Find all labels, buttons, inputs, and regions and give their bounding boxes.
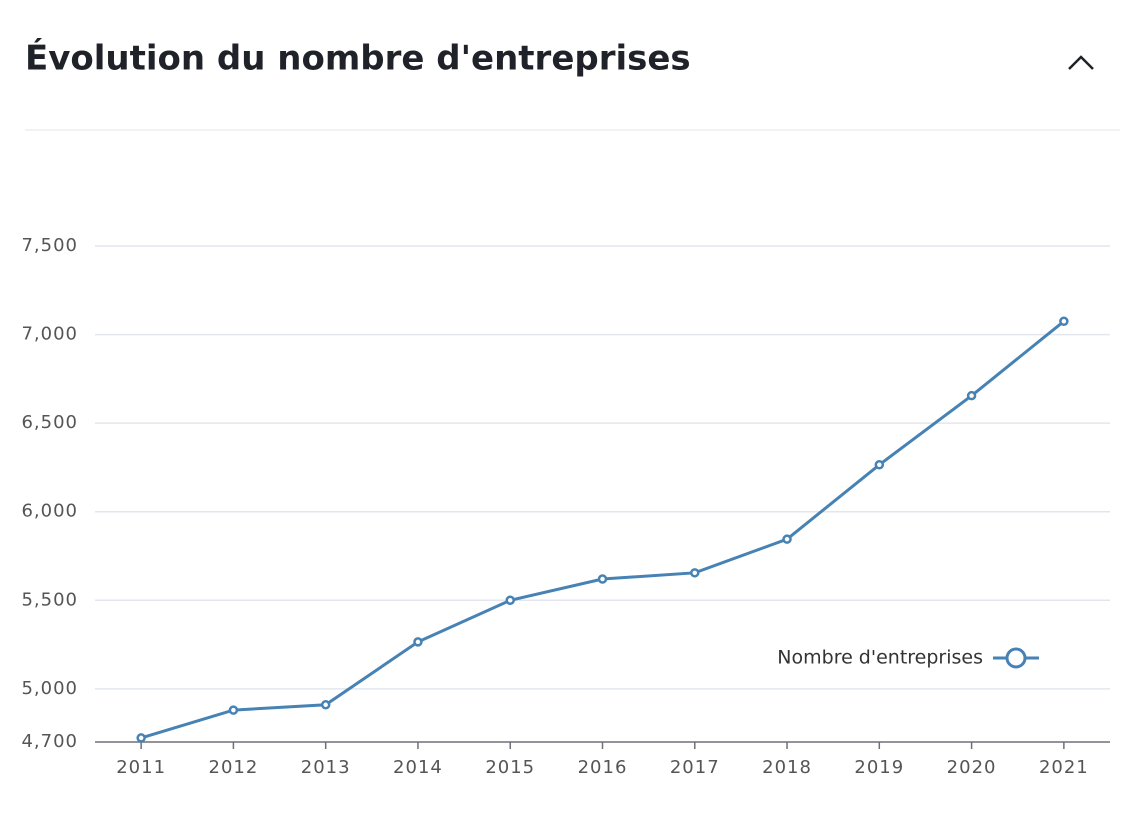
data-point [690, 568, 700, 578]
y-tick-label: 7,500 [21, 235, 78, 256]
data-point [597, 574, 608, 584]
y-tick-label: 5,000 [21, 678, 78, 699]
data-point [874, 460, 885, 470]
x-tick-label: 2014 [393, 757, 443, 778]
x-tick-label: 2013 [301, 757, 351, 778]
x-tick-label: 2016 [578, 757, 628, 778]
x-tick-label: 2011 [116, 757, 166, 778]
x-tick-label: 2020 [947, 757, 997, 778]
data-point [966, 390, 977, 401]
series-line [140, 320, 1065, 740]
data-point [782, 534, 792, 544]
x-tick-label: 2019 [854, 757, 904, 778]
y-tick-label: 6,500 [21, 412, 78, 433]
y-tick-label: 5,500 [21, 589, 78, 610]
data-point [320, 700, 331, 710]
x-tick-label: 2018 [762, 757, 812, 778]
x-tick-label: 2021 [1039, 757, 1089, 778]
collapse-button[interactable] [1068, 55, 1094, 70]
x-tick-label: 2012 [209, 757, 259, 778]
y-tick-label: 4,700 [21, 731, 78, 752]
data-point [136, 733, 146, 743]
data-point [413, 637, 423, 647]
x-tick-label: 2015 [485, 757, 535, 778]
data-point [1059, 316, 1069, 327]
data-point [505, 595, 515, 606]
x-tick-label: 2017 [670, 757, 720, 778]
data-point [228, 705, 239, 715]
plot: 4,700 5,000 5,500 6,000 6,500 7,000 7,500 2011 2… [21, 235, 1110, 778]
y-tick-label: 6,000 [21, 501, 78, 522]
legend-label: Nombre d'entreprises [777, 647, 983, 669]
legend-marker [1005, 647, 1027, 669]
y-tick-label: 7,000 [21, 324, 78, 345]
panel-title: Évolution du nombre d'entreprises [25, 38, 691, 79]
